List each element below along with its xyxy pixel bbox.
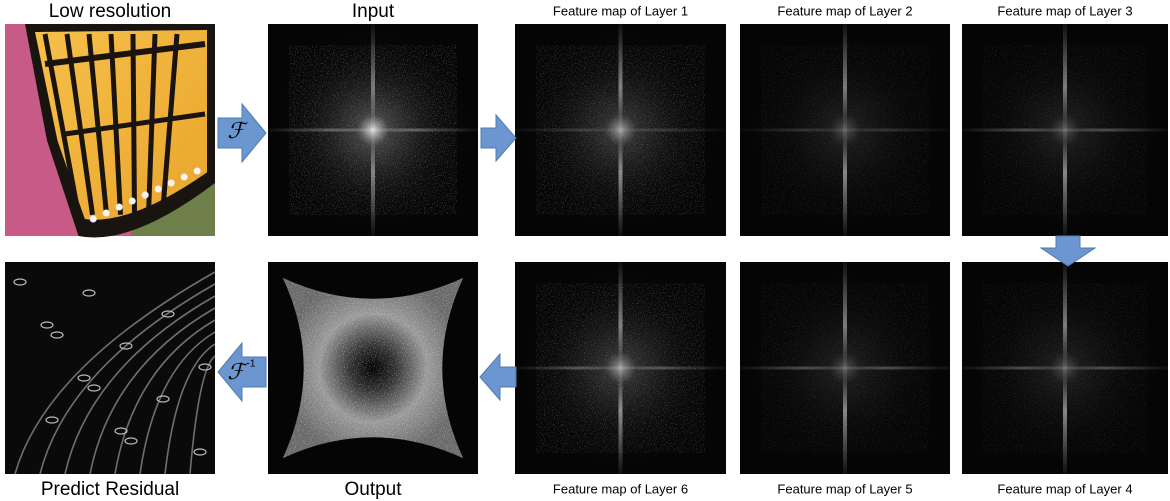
output-speckle: [283, 278, 464, 459]
panels: Low resolution Input Feature map of Layer …: [5, 1, 1168, 500]
panel: Feature map of Layer 3: [962, 3, 1168, 236]
spot: [168, 180, 175, 187]
horizontal-band: [740, 129, 950, 132]
horizontal-band: [962, 129, 1168, 132]
horizontal-band: [515, 129, 726, 132]
panel-title: Output: [344, 479, 402, 500]
horizontal-band: [740, 367, 950, 370]
feature-map-title: Feature map of Layer 2: [777, 3, 912, 18]
feature-map-title: Feature map of Layer 4: [997, 481, 1132, 496]
spot: [142, 192, 149, 199]
feature-map-title: Feature map of Layer 3: [997, 3, 1132, 18]
feature-map-title: Feature map of Layer 1: [553, 3, 688, 18]
panel: Output: [268, 262, 478, 500]
panel: Feature map of Layer 6: [515, 262, 726, 496]
panel: Feature map of Layer 4: [962, 262, 1168, 496]
figure: Low resolution Input Feature map of Layer …: [0, 0, 1170, 501]
feature-map-title: Feature map of Layer 6: [553, 481, 688, 496]
spot: [129, 198, 136, 205]
spot: [155, 186, 162, 193]
panel: Input: [268, 1, 478, 236]
panel: Feature map of Layer 5: [740, 262, 950, 496]
spot: [90, 216, 97, 223]
horizontal-band: [515, 367, 726, 370]
arrow-left: [480, 354, 516, 400]
inverse-exponent: -1: [247, 359, 256, 370]
residual-bg: [5, 262, 215, 474]
horizontal-band: [962, 367, 1168, 370]
spot: [181, 174, 188, 181]
panel: Feature map of Layer 2: [740, 3, 950, 236]
spot: [116, 204, 123, 211]
panel-title: Low resolution: [49, 1, 172, 22]
horizontal-band: [268, 129, 478, 132]
panel: Low resolution: [5, 1, 215, 237]
panel: Feature map of Layer 1: [515, 3, 726, 236]
spot: [194, 168, 201, 175]
panel: Predict Residual: [5, 262, 215, 500]
panel-title: Predict Residual: [41, 479, 179, 500]
arrow-right: [481, 115, 516, 161]
arrow-down: [1041, 236, 1095, 266]
spot: [103, 210, 110, 217]
feature-map-title: Feature map of Layer 5: [777, 481, 912, 496]
panel-title: Input: [352, 1, 395, 22]
